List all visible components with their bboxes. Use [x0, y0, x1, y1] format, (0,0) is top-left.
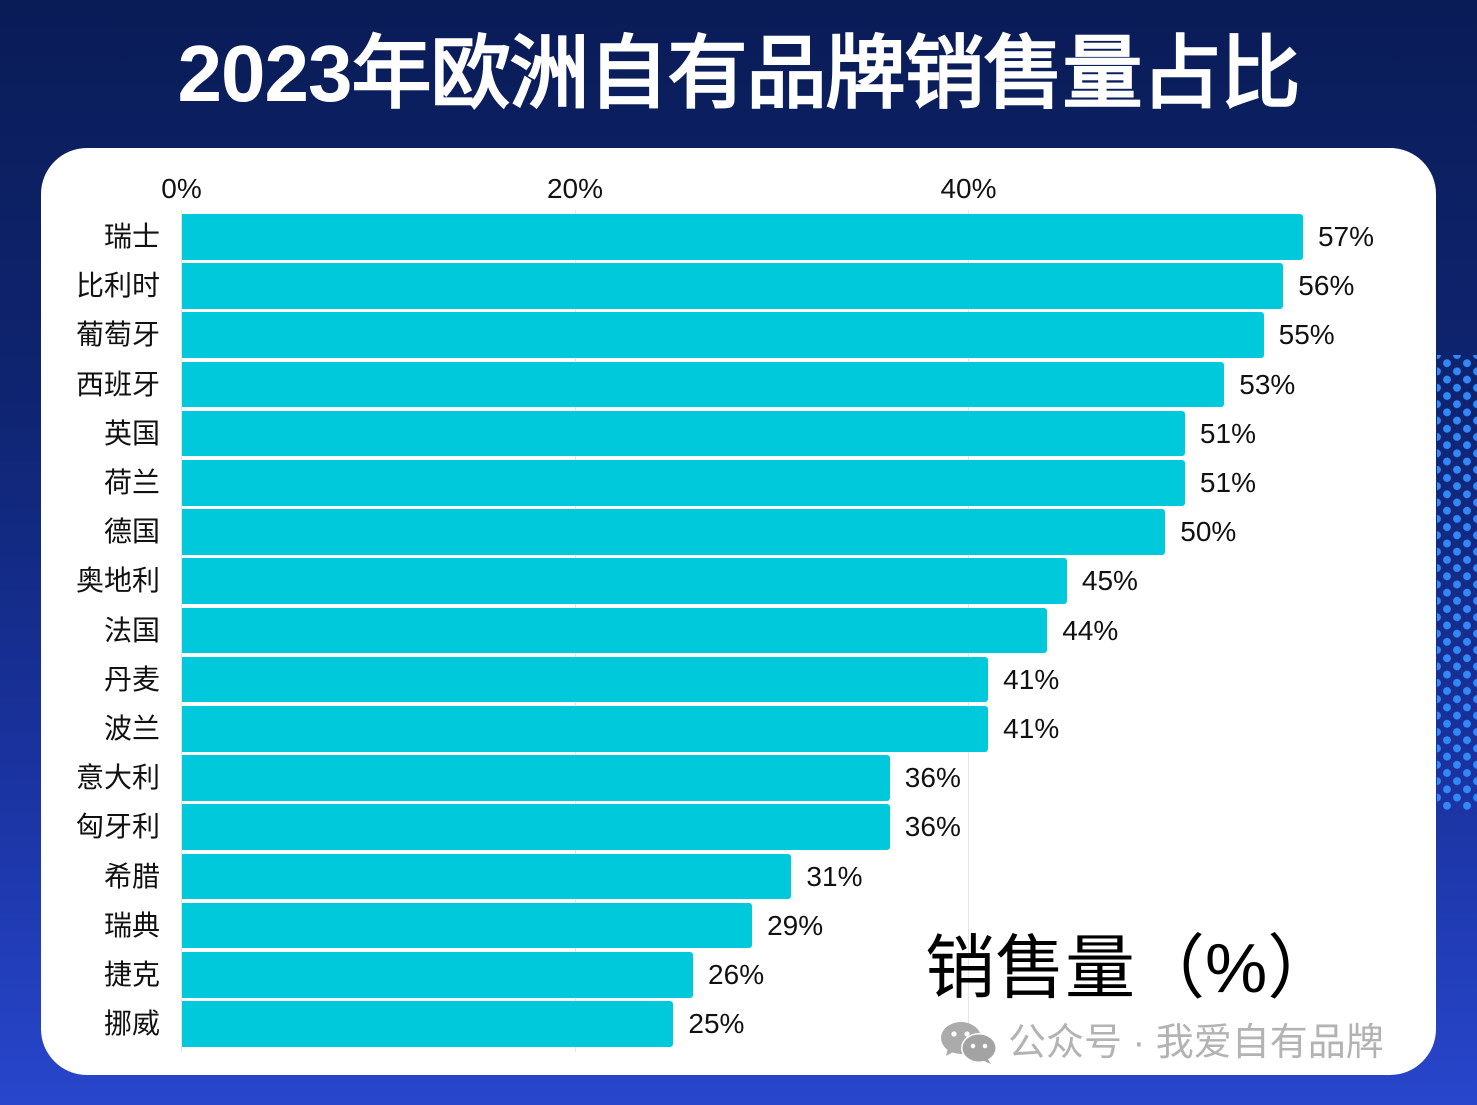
- data-label: 31%: [806, 860, 863, 892]
- bar: [181, 361, 1225, 408]
- data-label: 45%: [1081, 565, 1138, 597]
- x-tick-label: 0%: [161, 173, 202, 204]
- bar: [181, 1001, 674, 1047]
- watermark: 公众号 · 我爱自有品牌: [940, 1020, 1384, 1066]
- bar: [181, 607, 1048, 654]
- bar: [181, 460, 1185, 506]
- data-label: 41%: [1003, 663, 1060, 695]
- data-label: 53%: [1239, 368, 1296, 400]
- category-label: 匈牙利: [75, 811, 160, 843]
- bar: [181, 558, 1067, 604]
- bar: [181, 853, 792, 900]
- bar: [181, 902, 753, 949]
- data-label: 56%: [1298, 270, 1355, 302]
- x-tick-label: 40%: [940, 173, 997, 204]
- category-label: 捷克: [103, 959, 160, 990]
- bar: [181, 755, 890, 801]
- category-label: 丹麦: [103, 663, 160, 695]
- data-label: 26%: [708, 959, 765, 990]
- bar: [181, 410, 1185, 457]
- page-title: 2023年欧洲自有品牌销售量占比: [177, 29, 1301, 118]
- category-label: 德国: [103, 516, 160, 548]
- bar: [181, 509, 1166, 555]
- data-label: 29%: [767, 909, 824, 941]
- bar: [181, 952, 694, 998]
- category-label: 法国: [103, 614, 160, 646]
- data-label: 25%: [688, 1008, 745, 1040]
- category-label: 葡萄牙: [75, 319, 160, 351]
- wechat-icon: [940, 1021, 998, 1065]
- dots-decoration: [1437, 355, 1477, 810]
- watermark-text: 公众号 · 我爱自有品牌: [1008, 1022, 1384, 1064]
- category-label: 英国: [103, 417, 160, 449]
- category-label: 奥地利: [75, 565, 160, 597]
- category-label: 希腊: [103, 860, 160, 892]
- chart-card: 0% 20% 40% 瑞士 57% 比利时 56% 葡萄牙 55% 西班牙 53% 英国 51% 荷兰 5…: [41, 148, 1436, 1075]
- bar: [181, 263, 1284, 309]
- data-label: 51%: [1199, 417, 1256, 449]
- legend-label: 销售量（%）: [925, 929, 1338, 1007]
- bar: [181, 706, 989, 752]
- data-label: 36%: [904, 762, 961, 794]
- data-label: 57%: [1317, 221, 1375, 252]
- data-label: 50%: [1180, 516, 1237, 548]
- bar: [181, 804, 890, 850]
- data-label: 44%: [1062, 614, 1119, 646]
- data-label: 41%: [1003, 713, 1060, 744]
- bar: [181, 656, 989, 703]
- category-label: 挪威: [103, 1008, 160, 1040]
- category-label: 瑞士: [103, 221, 160, 252]
- category-label: 意大利: [75, 762, 160, 794]
- category-label: 荷兰: [103, 467, 160, 498]
- x-tick-label: 20%: [546, 173, 604, 204]
- data-label: 36%: [904, 811, 961, 843]
- data-label: 55%: [1278, 319, 1335, 351]
- category-label: 比利时: [75, 270, 160, 302]
- bar: [181, 312, 1264, 358]
- category-label: 波兰: [103, 713, 160, 744]
- category-label: 西班牙: [75, 368, 160, 400]
- category-label: 瑞典: [103, 909, 160, 941]
- data-label: 51%: [1199, 467, 1256, 498]
- bar: [181, 214, 1303, 260]
